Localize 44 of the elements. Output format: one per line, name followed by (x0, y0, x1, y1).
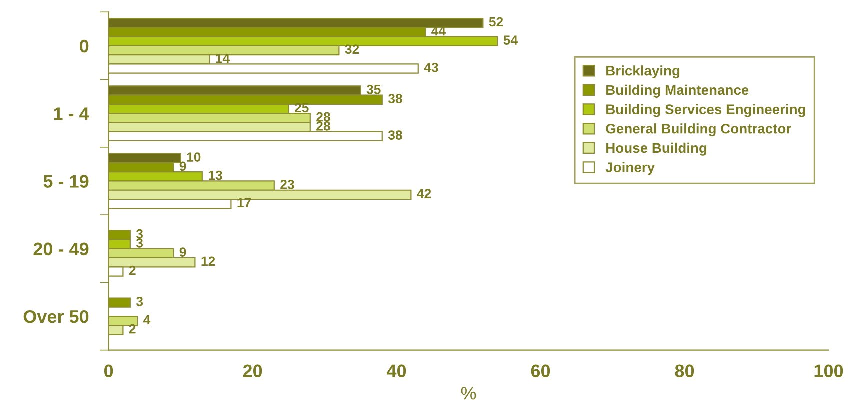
data-label: 13 (208, 170, 222, 180)
data-label: 9 (180, 162, 186, 172)
legend-label: Building Services Engineering (606, 104, 806, 118)
x-tick-label: 40 (387, 364, 406, 378)
data-label: 3 (136, 238, 144, 248)
data-label: 28 (316, 121, 330, 131)
data-label: 12 (202, 256, 216, 266)
data-label: 54 (504, 36, 518, 45)
data-label: 2 (129, 324, 136, 334)
data-label: 28 (316, 112, 330, 122)
data-label: 3 (136, 297, 144, 306)
y-tick-label: Over 50 (24, 310, 89, 324)
data-label: 14 (216, 54, 230, 64)
x-tick-label: 100 (814, 364, 844, 378)
y-tick-label: 20 - 49 (34, 242, 89, 256)
data-label: 44 (432, 26, 446, 36)
x-tick-label: 20 (243, 364, 262, 378)
data-label: 32 (345, 44, 360, 54)
data-label: 23 (280, 180, 294, 190)
data-label: 2 (129, 266, 136, 276)
data-label: 4 (144, 315, 151, 324)
data-label: 38 (388, 130, 402, 140)
data-label: 10 (187, 152, 201, 162)
data-label: 25 (295, 103, 309, 113)
legend-label: Building Maintenance (606, 84, 749, 98)
data-label: 42 (417, 189, 432, 198)
legend-label: Joinery (606, 162, 655, 176)
x-tick-label: 80 (675, 364, 694, 378)
y-tick-label: 1 - 4 (54, 108, 90, 120)
data-label: 9 (180, 248, 186, 257)
legend-label: General Building Contractor (606, 124, 792, 137)
y-tick-label: 5 - 19 (44, 175, 89, 188)
data-label: 17 (238, 198, 252, 208)
data-label: 43 (424, 62, 438, 72)
x-tick-label: 0 (104, 364, 114, 378)
x-axis-title: % (461, 387, 476, 400)
x-tick-label: 60 (531, 364, 550, 378)
data-label: 35 (366, 84, 381, 94)
data-label: 52 (489, 17, 504, 27)
legend-label: Bricklaying (606, 66, 680, 79)
data-label: 38 (388, 94, 402, 104)
data-label: 3 (136, 229, 144, 239)
legend-label: House Building (606, 142, 707, 156)
y-tick-label: 0 (80, 40, 89, 53)
